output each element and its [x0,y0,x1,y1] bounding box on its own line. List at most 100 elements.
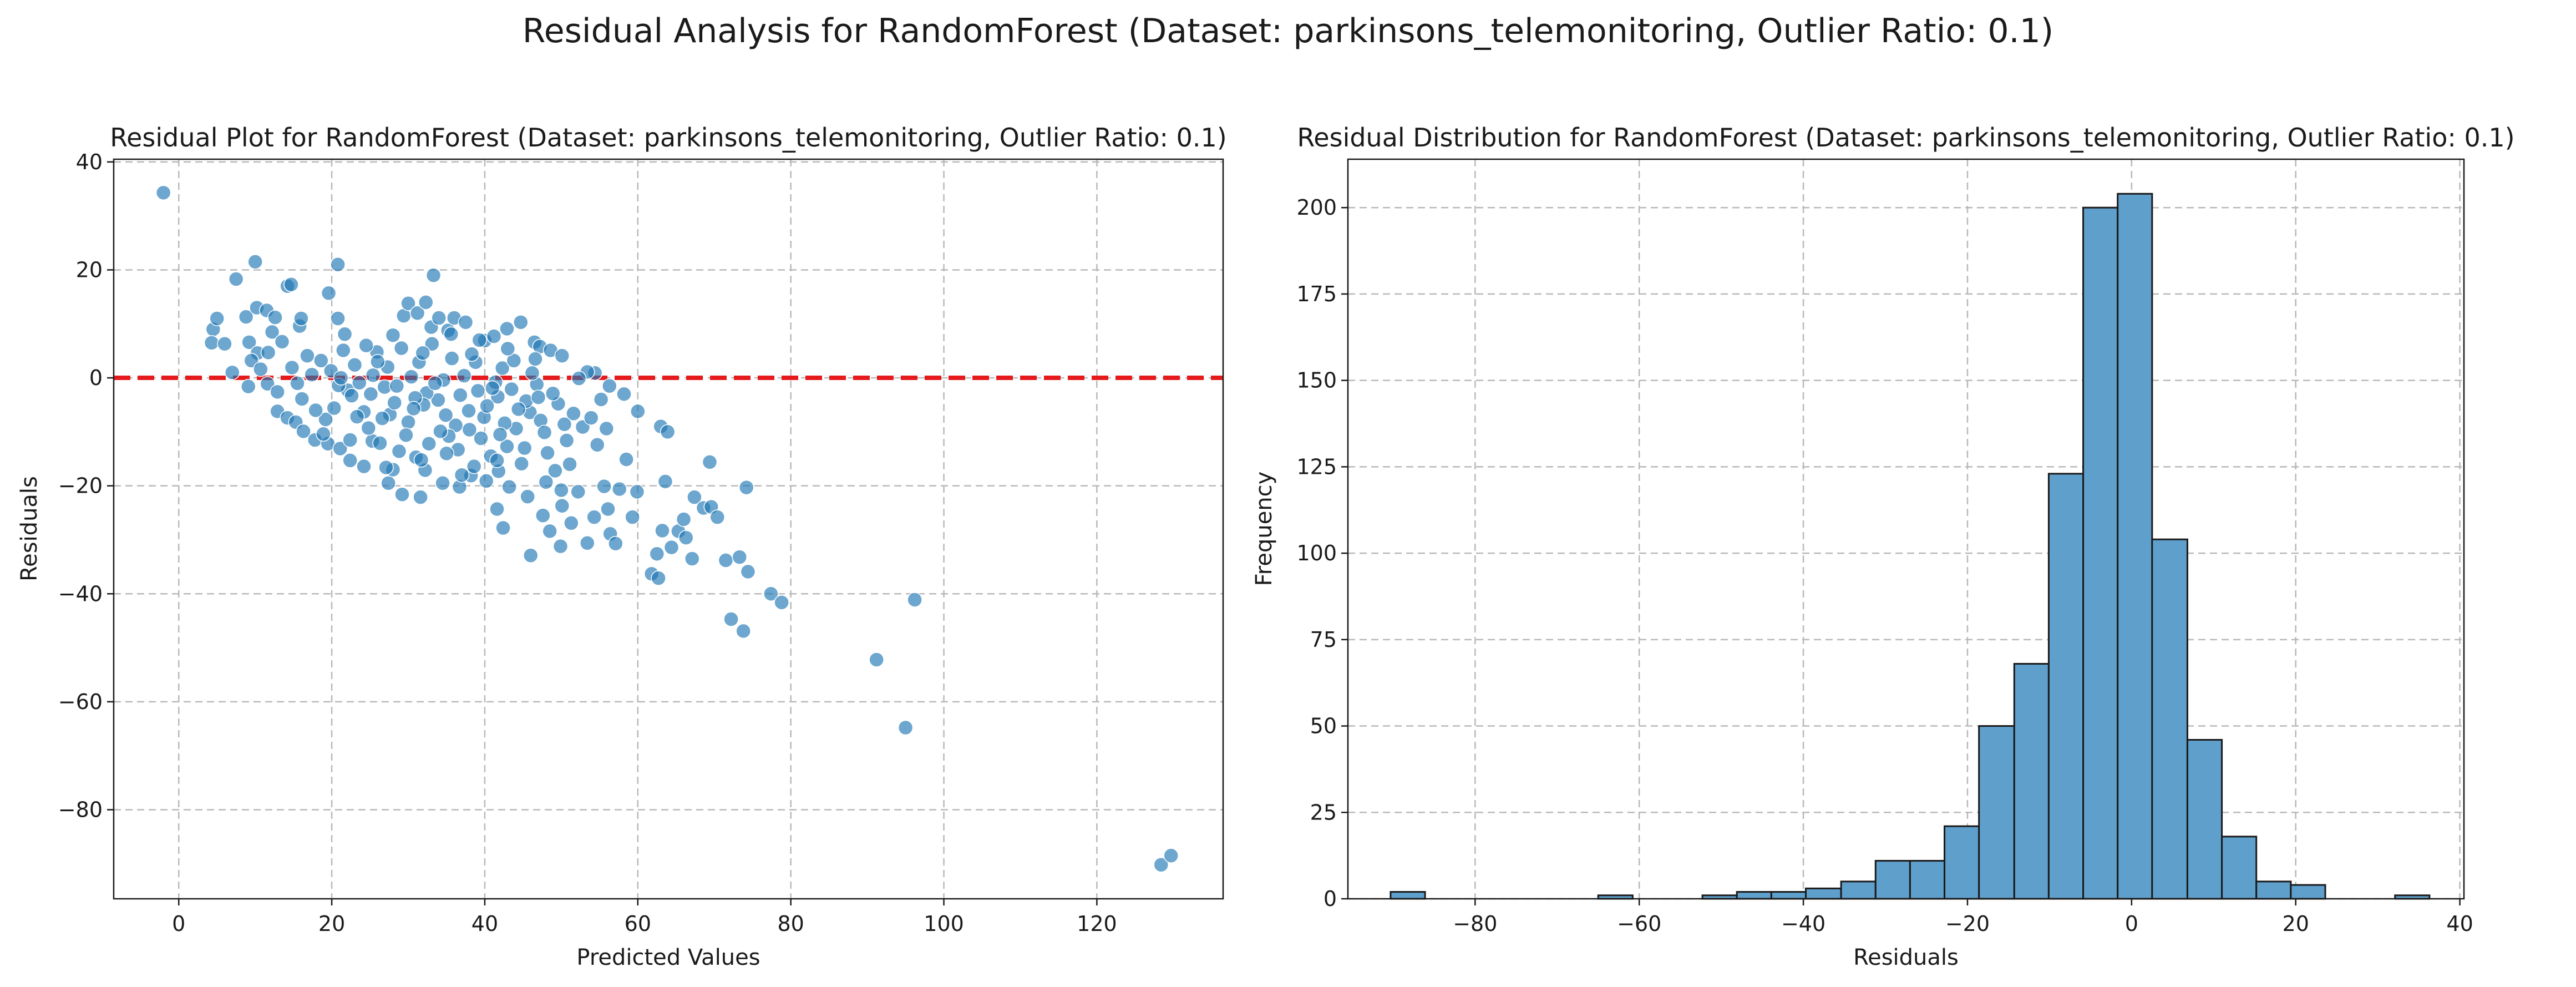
scatter-point [209,311,225,326]
scatter-point [616,386,632,402]
scatter-point [554,348,570,363]
scatter-point [344,388,359,403]
scatter-point [400,414,416,430]
scatter-point [267,310,283,325]
scatter-point [378,459,394,475]
histogram-title: Residual Distribution for RandomForest (… [1297,123,2514,153]
histogram-bar [1840,880,1877,900]
scatter-point [545,386,561,402]
histogram-bar [1770,891,1807,900]
scatter-point [253,361,268,377]
scatter-point [554,498,570,514]
scatter-point [225,365,240,381]
histogram-bar [2013,662,2050,900]
scatter-point [600,501,616,517]
scatter-point [566,406,581,422]
histogram-y-tick-label: 100 [1296,541,1337,565]
scatter-point [687,489,702,505]
histogram-x-axis-label: Residuals [1853,945,1959,970]
scatter-point [513,315,529,330]
scatter-point [363,386,379,402]
histogram-y-tick-label: 0 [1324,887,1337,911]
scatter-frame [113,158,1224,900]
scatter-point [580,535,595,551]
histogram-bar [2151,538,2188,900]
histogram-bar [2255,880,2292,900]
histogram-bar [1805,887,1842,900]
scatter-point [663,539,680,555]
scatter-point [535,508,551,523]
scatter-point [466,458,482,474]
scatter-point [349,409,365,424]
scatter-point [556,416,572,432]
scatter-point [448,417,464,433]
scatter-point [479,398,495,414]
scatter-point [290,376,305,391]
histogram-bar [1390,891,1426,900]
histogram-ticks: −80 −60 −40 −20 0 20 40 0 25 50 75 100 125 150 175 200 [1296,195,2473,936]
scatter-point [398,427,414,443]
scatter-points [155,185,1179,873]
scatter-point [486,328,502,344]
figure-suptitle: Residual Analysis for RandomForest (Data… [523,12,2053,50]
scatter-point [495,520,511,536]
scatter-point [583,410,599,426]
scatter-point [394,487,410,502]
scatter-point [308,402,323,418]
scatter-point [499,321,515,337]
scatter-point [657,474,673,489]
scatter-y-tick-label: 0 [89,366,103,390]
scatter-x-axis-label: Predicted Values [576,945,760,970]
scatter-x-tick-label: 20 [318,912,345,936]
scatter-point [336,342,351,358]
scatter-ticks: 0 20 40 60 80 100 120 −80 −60 −40 −20 0 20 40 [58,150,1117,936]
histogram-bars [1390,193,2431,900]
scatter-point [599,421,615,437]
scatter-point [228,271,244,287]
residual-scatter-plot: Residual Plot for RandomForest (Dataset:… [17,123,1227,970]
histogram-x-tick-label: 0 [2125,912,2138,936]
scatter-point [542,523,557,539]
scatter-point [625,509,640,525]
histogram-x-tick-label: −80 [1453,912,1497,936]
histogram-x-tick-label: −60 [1617,912,1661,936]
scatter-point [461,403,476,419]
scatter-point [907,592,922,608]
histogram-bar [2082,206,2119,900]
scatter-point [774,595,789,610]
scatter-point [611,481,627,497]
scatter-point [365,367,381,383]
scatter-point [1153,857,1169,873]
scatter-point [1163,848,1179,863]
scatter-y-tick-label: 20 [76,257,103,282]
scatter-point [453,387,468,403]
scatter-y-tick-label: −80 [58,797,103,822]
scatter-point [523,548,539,563]
scatter-point [649,546,665,562]
histogram-y-tick-label: 175 [1296,282,1337,306]
scatter-point [443,326,459,342]
scatter-point [608,536,623,551]
histogram-bar [2221,836,2258,900]
scatter-point [433,423,448,439]
scatter-point [571,371,587,386]
histogram-x-tick-label: 20 [2283,912,2309,936]
histogram-frame [1347,158,2465,900]
scatter-point [723,611,739,627]
scatter-y-tick-label: −40 [58,581,103,606]
scatter-point [504,381,519,397]
histogram-x-tick-label: −40 [1781,912,1825,936]
scatter-point [424,336,440,352]
scatter-point [540,445,555,461]
scatter-point [538,474,554,490]
scatter-point [471,332,488,348]
scatter-point [618,452,634,467]
scatter-point [456,368,472,383]
scatter-point [552,538,569,554]
scatter-point [155,185,171,201]
scatter-point [897,720,914,736]
scatter-point [718,553,734,568]
histogram-bar [1978,725,2015,900]
scatter-point [629,484,645,500]
